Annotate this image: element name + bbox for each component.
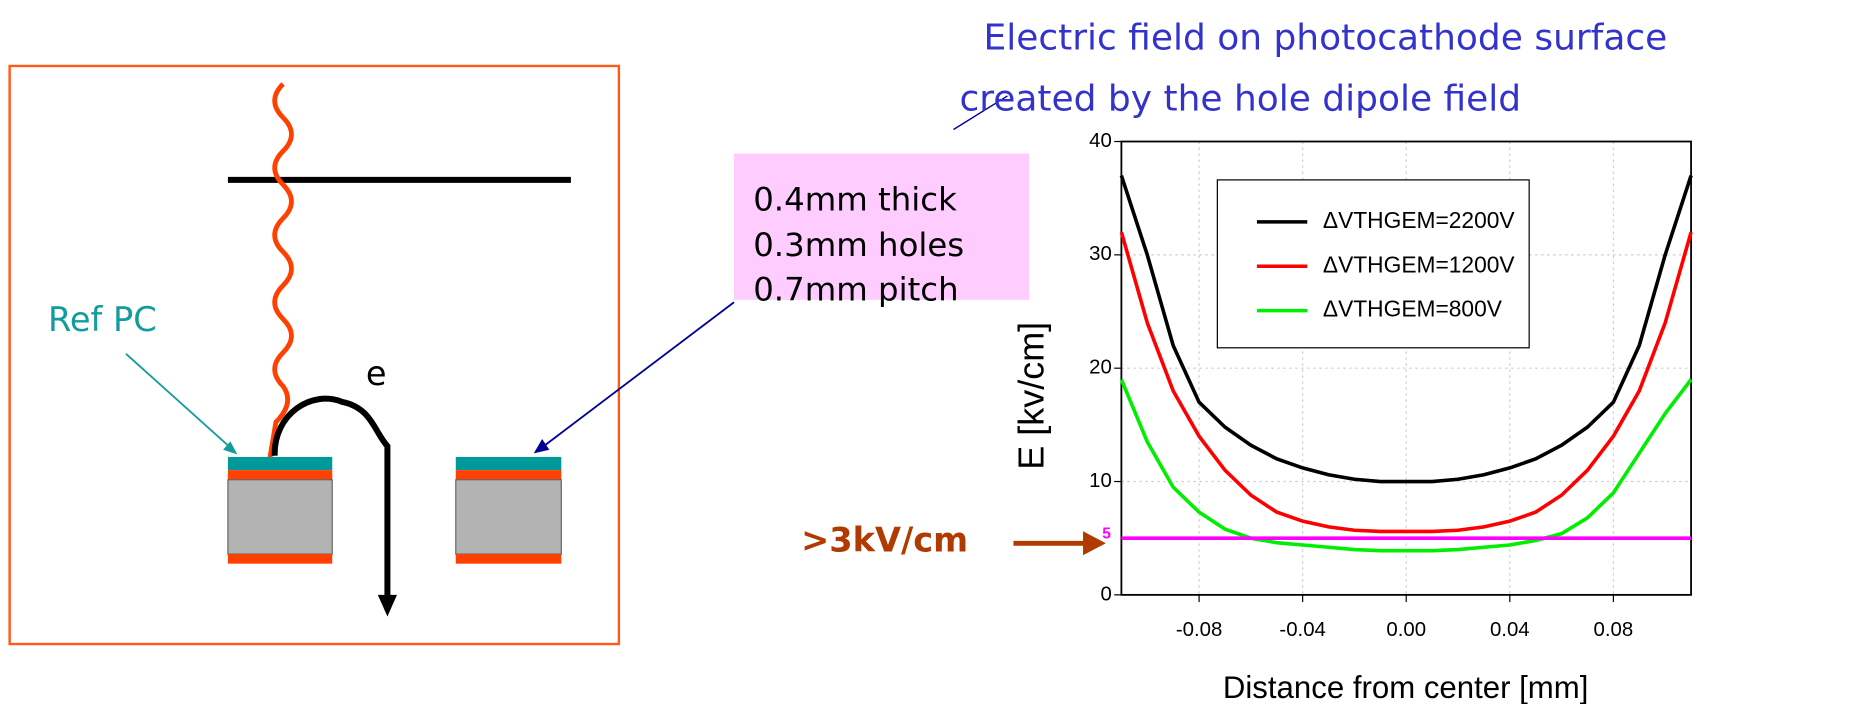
y-tick-label: 10 <box>1089 470 1112 492</box>
y-tick-label: 30 <box>1089 243 1112 265</box>
electrode <box>228 470 332 480</box>
legend-label: ΔVTHGEM=800V <box>1323 296 1503 322</box>
x-axis-label: Distance from center [mm] <box>1223 670 1588 704</box>
ref-pc-label: Ref PC <box>48 300 157 339</box>
chart-title: created by the hole dipole field <box>959 79 1521 120</box>
y-tick-label: 0 <box>1100 583 1111 605</box>
photocathode <box>456 457 562 470</box>
ref-arrow <box>126 354 232 449</box>
legend-label: ΔVTHGEM=2200V <box>1323 207 1516 233</box>
legend-label: ΔVTHGEM=1200V <box>1323 251 1516 277</box>
data-line <box>1121 380 1691 551</box>
slide: e Ref PC 0.4mm thick 0.3mm holes 0.7mm p… <box>0 0 1871 704</box>
electrode <box>228 554 332 564</box>
insulator <box>228 480 332 554</box>
x-tick-label: 0.08 <box>1594 619 1634 641</box>
geometry-text: 0.7mm pitch <box>753 270 958 308</box>
geometry-text: 0.4mm thick <box>753 180 957 218</box>
insulator <box>456 480 562 554</box>
y-tick-label: 20 <box>1089 357 1112 379</box>
photocathode <box>228 457 332 470</box>
chart-title: Electric field on photocathode surface <box>983 18 1667 59</box>
electron-label: e <box>366 354 387 393</box>
threshold-annotation: >3kV/cm <box>801 521 968 560</box>
arrowhead <box>378 595 397 617</box>
x-tick-label: -0.04 <box>1279 619 1325 641</box>
photon-path <box>270 84 292 458</box>
reference-label: 5 <box>1102 526 1111 543</box>
arrowhead <box>534 439 550 453</box>
chart: Electric field on photocathode surface c… <box>801 18 1691 704</box>
y-tick-label: 40 <box>1089 130 1112 152</box>
x-tick-label: 0.04 <box>1490 619 1530 641</box>
electrode <box>456 470 562 480</box>
y-axis-label: E [kv/cm] <box>1010 322 1051 470</box>
x-tick-label: -0.08 <box>1176 619 1222 641</box>
geometry-text: 0.3mm holes <box>753 226 964 264</box>
x-tick-label: 0.00 <box>1386 619 1426 641</box>
geometry-arrow <box>542 302 734 447</box>
electrode <box>456 554 562 564</box>
